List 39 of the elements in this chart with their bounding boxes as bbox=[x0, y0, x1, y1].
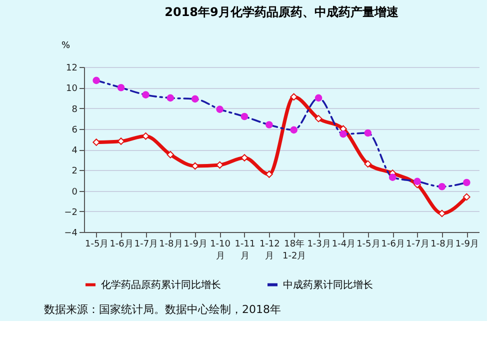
x-tick-label: 1-11月 bbox=[234, 240, 256, 262]
x-tick-label: 1-4月 bbox=[332, 240, 356, 250]
point bbox=[166, 150, 174, 158]
source-note: 数据来源：国家统计局。数据中心绘制，2018年 bbox=[44, 303, 281, 316]
legend-label: 中成药累计同比增长 bbox=[283, 278, 373, 291]
x-tick-label: 1-7月 bbox=[134, 240, 158, 250]
x-tick-label: 1-10月 bbox=[210, 240, 231, 262]
x-tick-label: 1-5月 bbox=[356, 240, 380, 250]
x-tick-label: 1-6月 bbox=[381, 240, 405, 250]
y-tick-label: 12 bbox=[66, 64, 78, 74]
legend-label: 化学药品原药累计同比增长 bbox=[101, 278, 221, 291]
y-tick-label: 10 bbox=[66, 84, 78, 94]
point bbox=[438, 210, 446, 218]
x-tick-label: 1-7月 bbox=[406, 240, 430, 250]
y-tick-label: 2 bbox=[72, 166, 78, 177]
x-tick-label: 1-5月 bbox=[84, 240, 109, 250]
x-tick-label: 1-9月 bbox=[455, 240, 480, 250]
x-tick-label: 1-8月 bbox=[430, 240, 454, 250]
point bbox=[240, 154, 248, 162]
point bbox=[216, 161, 224, 169]
x-tick-label: 1-8月 bbox=[159, 240, 183, 250]
y-tick-label: 6 bbox=[72, 125, 78, 136]
point bbox=[364, 160, 372, 168]
x-tick-label: 1-9月 bbox=[184, 240, 208, 250]
x-tick-label: 1-3月 bbox=[307, 240, 331, 250]
point bbox=[142, 132, 150, 140]
y-tick-label: 4 bbox=[72, 146, 78, 156]
chart-title: 2018年9月化学药品原药、中成药产量增速 bbox=[164, 5, 400, 19]
x-tick-label: 1-6月 bbox=[110, 240, 134, 250]
y-axis-title: % bbox=[61, 41, 70, 51]
y-tick-label: 8 bbox=[72, 104, 78, 115]
y-tick-label: −2 bbox=[64, 208, 78, 218]
y-tick-label: −4 bbox=[64, 228, 78, 238]
point bbox=[462, 193, 470, 201]
x-tick-label: 18年1-2月 bbox=[282, 238, 306, 262]
point bbox=[290, 93, 298, 101]
x-tick-label: 1-12月 bbox=[259, 240, 280, 262]
y-tick-label: 0 bbox=[72, 187, 78, 198]
point bbox=[314, 114, 322, 122]
